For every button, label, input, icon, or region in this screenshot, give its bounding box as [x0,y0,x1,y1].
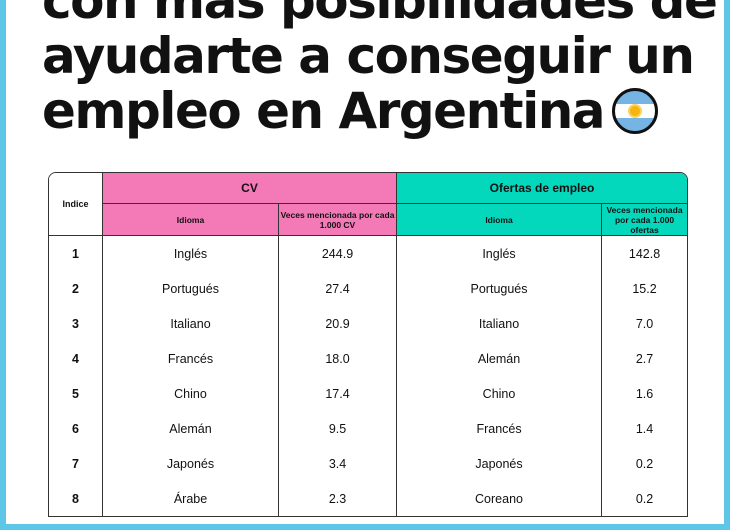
cv-mentions-header: Veces mencionada por cada 1.000 CV [279,204,398,236]
offers-language-header: Idioma [397,204,603,236]
content-card: con más posibilidades de ayudarte a cons… [6,0,724,524]
cv-language-header: Idioma [103,204,279,236]
offers-mentions-header: Veces mencionada por cada 1.000 ofertas [602,204,688,236]
cv-value: 3.4 [279,446,398,481]
offers-group-header: Ofertas de empleo [397,173,688,204]
row-index: 8 [49,481,103,516]
index-column-header: Indice [49,173,103,236]
headline: con más posibilidades de ayudarte a cons… [42,0,722,139]
offer-value: 1.6 [635,386,654,401]
cv-language: Francés [103,341,279,376]
cv-value: 17.4 [279,376,398,411]
row-index: 2 [49,271,103,306]
headline-line-2: ayudarte a conseguir un [42,27,695,85]
sun-of-may-icon [630,105,641,116]
cv-language: Chino [103,376,279,411]
cv-group-header: CV [103,173,398,204]
table-row: 1 Inglés 244.9 Inglés 142.8 [49,236,687,271]
table-row: 4 Francés 18.0 Alemán 2.7 [49,341,687,376]
headline-line-3: empleo en Argentina [42,84,722,139]
offer-value: 1.4 [635,421,654,436]
offer-language: Italiano [397,306,603,341]
offer-language: Portugués [397,271,603,306]
offer-language: Chino [397,376,603,411]
table-group-header-row: Indice CV Ofertas de empleo [49,173,688,236]
languages-table: Indice CV Ofertas de empleo Idioma Veces… [48,172,689,517]
offer-language: Francés [397,411,603,446]
offer-value: 142.8 [628,246,661,261]
cv-language: Inglés [103,236,279,271]
offer-language: Coreano [397,481,603,516]
cv-value: 9.5 [279,411,398,446]
row-index: 7 [49,446,103,481]
offer-value: 2.7 [635,351,654,366]
cv-language: Árabe [103,481,279,516]
cv-language: Alemán [103,411,279,446]
cv-value: 18.0 [279,341,398,376]
offer-language: Japonés [397,446,603,481]
row-index: 4 [49,341,103,376]
cv-value: 20.9 [279,306,398,341]
cv-value: 244.9 [279,236,398,271]
cv-language: Italiano [103,306,279,341]
table-row: 5 Chino 17.4 Chino 1.6 [49,376,687,411]
headline-line-3-text: empleo en Argentina [42,82,606,140]
offer-value: 0.2 [635,491,654,506]
row-index: 3 [49,306,103,341]
table-row: 3 Italiano 20.9 Italiano 7.0 [49,306,687,341]
cv-value: 2.3 [279,481,398,516]
cv-value: 27.4 [279,271,398,306]
table-row: 7 Japonés 3.4 Japonés 0.2 [49,446,687,481]
argentina-flag-icon [612,87,659,134]
table-subheader-row: Idioma Veces mencionada por cada 1.000 C… [49,204,688,236]
offer-language: Alemán [397,341,603,376]
table-row: 6 Alemán 9.5 Francés 1.4 [49,411,687,446]
row-index: 5 [49,376,103,411]
row-index: 1 [49,236,103,271]
offer-language: Inglés [397,236,603,271]
table-row: 2 Portugués 27.4 Portugués 15.2 [49,271,687,306]
table-row: 8 Árabe 2.3 Coreano 0.2 [49,481,687,516]
offer-value: 0.2 [635,456,654,471]
offer-value: 7.0 [635,316,654,331]
headline-line-1: con más posibilidades de [42,0,718,30]
offer-value: 15.2 [632,281,657,296]
cv-language: Japonés [103,446,279,481]
row-index: 6 [49,411,103,446]
cv-language: Portugués [103,271,279,306]
